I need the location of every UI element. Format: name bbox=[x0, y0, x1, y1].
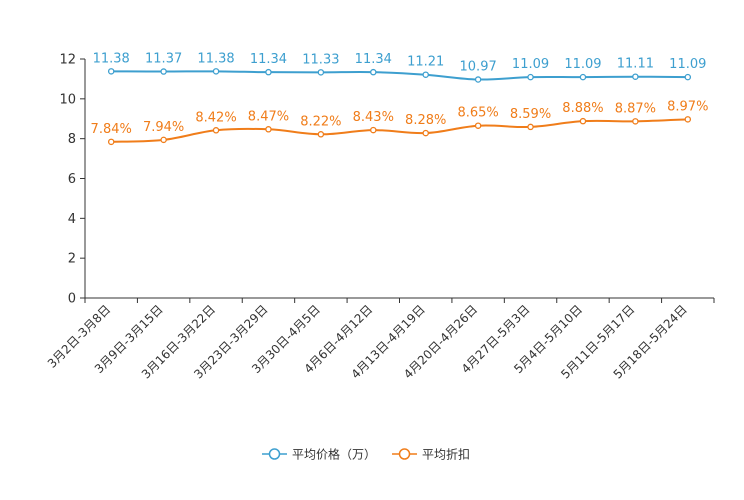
data-label: 11.09 bbox=[564, 57, 601, 72]
data-point bbox=[422, 129, 429, 137]
data-point bbox=[160, 136, 167, 144]
data-point bbox=[684, 73, 692, 81]
data-point bbox=[579, 73, 587, 81]
y-tick-label: 0 bbox=[68, 292, 76, 307]
data-label: 11.21 bbox=[407, 55, 444, 70]
data-label: 8.47% bbox=[248, 109, 289, 124]
data-point bbox=[265, 126, 272, 133]
data-point bbox=[317, 131, 325, 138]
data-label: 8.43% bbox=[353, 110, 394, 125]
data-point bbox=[370, 68, 377, 76]
data-point bbox=[474, 76, 482, 83]
series-lines bbox=[107, 68, 692, 146]
series-line bbox=[111, 118, 688, 143]
data-point bbox=[527, 73, 534, 81]
data-label: 11.37 bbox=[145, 52, 182, 67]
legend-marker-icon bbox=[268, 448, 281, 460]
data-point bbox=[474, 122, 482, 129]
data-point bbox=[370, 126, 377, 134]
data-label: 8.22% bbox=[300, 114, 341, 129]
data-label: 7.94% bbox=[143, 120, 184, 135]
data-point bbox=[579, 117, 587, 125]
data-point bbox=[212, 127, 220, 134]
data-point bbox=[160, 68, 167, 75]
legend-marker-icon bbox=[398, 448, 411, 460]
axes: 0246810123月2日-3月8日3月9日-3月15日3月16日-3月22日3… bbox=[45, 53, 715, 382]
legend-item-2[interactable]: 平均折扣 bbox=[392, 447, 470, 462]
data-point bbox=[317, 69, 325, 76]
data-label: 10.97 bbox=[460, 60, 497, 75]
data-label: 8.28% bbox=[405, 113, 446, 128]
y-tick-label: 8 bbox=[68, 132, 76, 147]
data-label: 8.87% bbox=[615, 101, 656, 116]
y-tick-label: 2 bbox=[68, 252, 76, 267]
y-tick-label: 12 bbox=[59, 53, 76, 68]
data-label: 11.34 bbox=[250, 52, 287, 67]
series-line bbox=[111, 70, 688, 81]
data-point bbox=[107, 138, 115, 146]
data-label: 11.33 bbox=[302, 52, 339, 67]
series-1 bbox=[107, 68, 692, 83]
data-label: 11.09 bbox=[512, 57, 549, 72]
data-point bbox=[684, 116, 692, 123]
data-label: 11.38 bbox=[197, 51, 234, 66]
data-label: 8.59% bbox=[510, 107, 551, 122]
y-tick-label: 10 bbox=[59, 92, 76, 107]
data-label: 11.34 bbox=[355, 52, 392, 67]
data-point bbox=[212, 68, 220, 75]
data-label: 11.11 bbox=[617, 57, 654, 72]
series-2 bbox=[107, 116, 692, 146]
data-label: 8.88% bbox=[562, 101, 603, 116]
data-label: 8.42% bbox=[195, 110, 236, 125]
data-label: 8.97% bbox=[667, 99, 708, 114]
legend-item-1[interactable]: 平均价格（万） bbox=[262, 447, 376, 462]
data-point bbox=[527, 123, 534, 131]
legend-label: 平均价格（万） bbox=[292, 447, 376, 462]
data-label: 11.09 bbox=[669, 57, 706, 72]
data-point bbox=[632, 118, 639, 125]
data-label: 11.38 bbox=[93, 51, 130, 66]
data-label: 7.84% bbox=[91, 122, 132, 137]
data-point bbox=[632, 73, 639, 80]
data-point bbox=[422, 71, 429, 78]
data-label: 8.65% bbox=[457, 106, 498, 121]
legend[interactable]: 平均价格（万） 平均折扣 bbox=[262, 447, 470, 462]
data-labels: 11.38 11.37 11.38 11.34 11.33 11.34 11.21 10.97… bbox=[91, 51, 709, 137]
data-point bbox=[265, 68, 272, 76]
y-tick-label: 4 bbox=[68, 212, 76, 227]
data-point bbox=[107, 68, 115, 75]
y-tick-label: 6 bbox=[68, 172, 76, 187]
legend-label: 平均折扣 bbox=[422, 447, 470, 462]
